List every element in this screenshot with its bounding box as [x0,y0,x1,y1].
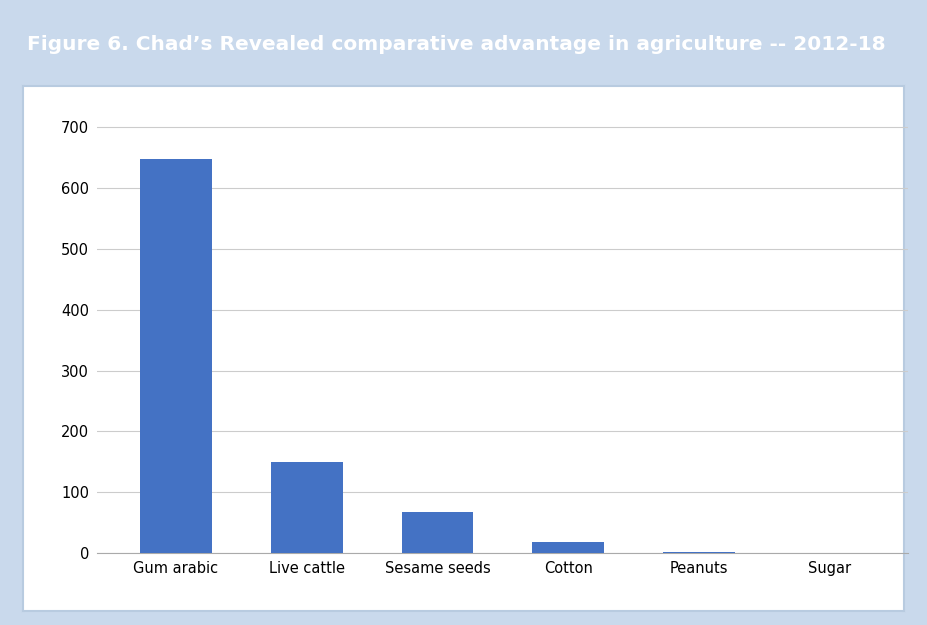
Bar [140,159,211,553]
Text: Figure 6. Chad’s Revealed comparative advantage in agriculture -- 2012-18: Figure 6. Chad’s Revealed comparative ad… [28,34,886,54]
Bar [271,462,343,553]
Bar [401,512,474,553]
Bar [532,542,604,553]
Bar [663,552,735,553]
